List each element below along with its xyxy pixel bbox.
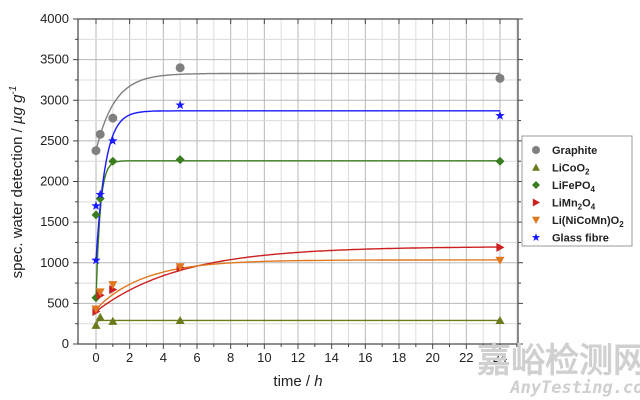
- legend-label-part: 2: [619, 220, 624, 229]
- triangle-down-marker: [175, 263, 185, 272]
- watermark-en: AnyTesting.com: [509, 378, 640, 398]
- fit-curve: [95, 110, 500, 261]
- triangle-up-marker: [495, 315, 505, 325]
- diamond-marker: [108, 156, 118, 166]
- diamond-marker: [532, 181, 540, 189]
- y-axis-unit-exp: -1: [8, 86, 19, 95]
- triangle-up-marker: [532, 163, 540, 171]
- star-marker: [95, 189, 105, 199]
- triangle-right-marker: [109, 285, 118, 295]
- x-axis-label: time / h: [273, 373, 322, 390]
- legend: Graphite LiCoO2 LiFePO4 LiMn2O4 Li(NiCoMn)O2…: [521, 135, 633, 247]
- series-glass-fibre: [91, 100, 505, 265]
- circle-marker: [532, 146, 540, 154]
- x-tick-label: 18: [392, 350, 406, 365]
- fit-curve: [95, 259, 500, 310]
- y-tick-label: 4000: [40, 11, 69, 26]
- y-tick-label: 2500: [40, 133, 69, 148]
- series-li-nicomn-o2: [91, 256, 505, 314]
- y-tick-label: 1000: [40, 255, 69, 270]
- star-marker: [495, 110, 505, 120]
- y-tick-label: 0: [62, 336, 69, 351]
- x-tick-label: 12: [291, 350, 305, 365]
- x-tick-label: 24: [493, 350, 507, 365]
- star-marker: [531, 233, 541, 242]
- y-tick-label: 1500: [40, 214, 69, 229]
- series-graphite: [91, 63, 505, 156]
- grid: [78, 19, 518, 344]
- y-axis-label: spec. water detection / µg g-1: [8, 86, 26, 279]
- legend-label-part: 2: [578, 203, 583, 212]
- circle-marker: [495, 73, 505, 83]
- triangle-up-marker: [175, 315, 185, 325]
- y-tick-label: 2000: [40, 174, 69, 189]
- x-tick-label: 22: [459, 350, 473, 365]
- legend-label-part: 4: [591, 203, 596, 212]
- x-tick-label: 14: [324, 350, 338, 365]
- legend-label: LiFePO4: [552, 180, 596, 194]
- triangle-up-marker: [95, 312, 105, 321]
- legend-label-part: O: [582, 198, 591, 210]
- diamond-marker: [175, 155, 185, 165]
- x-tick-label: 2: [126, 350, 133, 365]
- legend-label: Graphite: [552, 145, 597, 157]
- triangle-right-marker: [496, 242, 505, 252]
- y-axis-unit: µg g: [9, 94, 26, 124]
- triangle-down-marker: [95, 288, 105, 297]
- diamond-marker: [91, 210, 101, 220]
- triangle-up-marker: [108, 316, 118, 325]
- x-tick-label: 8: [227, 350, 234, 365]
- y-tick-label: 3000: [40, 92, 69, 107]
- star-marker: [91, 200, 101, 210]
- x-tick-label: 6: [193, 350, 200, 365]
- diamond-marker: [495, 156, 505, 166]
- watermark-cn: 嘉峪检测网: [477, 341, 640, 381]
- circle-marker: [95, 129, 105, 139]
- x-tick-label: 10: [257, 350, 271, 365]
- star-marker: [91, 255, 101, 265]
- x-tick-label: 4: [160, 350, 167, 365]
- legend-label: Glass fibre: [552, 233, 609, 245]
- legend-label: LiCoO2: [552, 163, 590, 177]
- fit-curve: [95, 72, 500, 151]
- legend-label-part: 4: [591, 185, 596, 194]
- fit-curve: [95, 160, 500, 298]
- x-tick-label: 0: [92, 350, 99, 365]
- triangle-down-marker: [91, 305, 101, 314]
- triangle-down-marker: [495, 256, 505, 265]
- circle-marker: [91, 146, 101, 156]
- series-licoo2: [91, 312, 505, 329]
- triangle-down-marker: [108, 281, 118, 290]
- circle-marker: [108, 113, 118, 123]
- x-tick-label: 16: [358, 350, 372, 365]
- fit-curve: [95, 246, 500, 313]
- y-tick-label: 3500: [40, 52, 69, 67]
- x-axis-unit: h: [314, 373, 322, 390]
- triangle-right-marker: [532, 198, 540, 207]
- legend-label-part: 2: [585, 168, 590, 177]
- triangle-up-marker: [91, 320, 101, 329]
- circle-marker: [175, 63, 185, 73]
- legend-box: [521, 135, 633, 247]
- legend-label: LiMn2O4: [552, 198, 596, 212]
- x-tick-label: 20: [425, 350, 439, 365]
- y-tick-label: 500: [47, 295, 69, 310]
- triangle-down-marker: [532, 216, 540, 224]
- fit-curve: [95, 319, 500, 326]
- star-marker: [175, 100, 185, 110]
- legend-label: Li(NiCoMn)O2: [552, 215, 624, 229]
- star-marker: [108, 135, 118, 145]
